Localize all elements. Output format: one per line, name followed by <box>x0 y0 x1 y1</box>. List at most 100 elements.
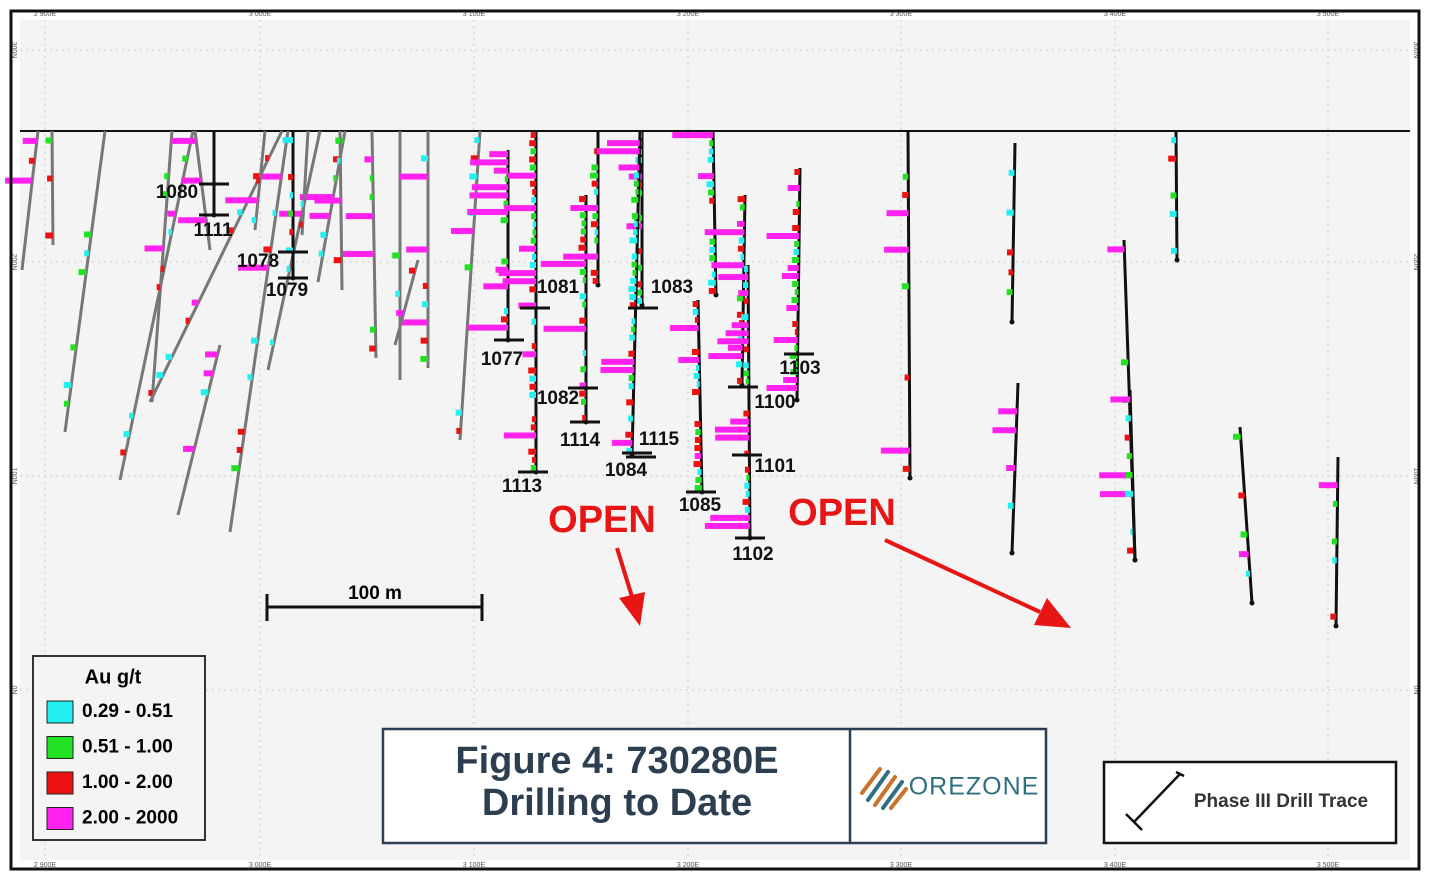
assay-interval <box>1006 209 1014 216</box>
assay-interval <box>792 209 800 215</box>
assay-interval <box>694 421 701 427</box>
assay-interval <box>540 260 586 267</box>
phase3-trace <box>746 264 752 539</box>
assay-interval <box>263 246 271 253</box>
hole-label: 1082 <box>537 388 579 409</box>
assay-interval <box>901 283 909 290</box>
assay-interval <box>1006 249 1014 256</box>
assay-interval <box>501 258 508 265</box>
x-axis-label: 3 100E <box>463 11 486 18</box>
assay-interval <box>28 157 35 164</box>
assay-interval <box>63 381 72 388</box>
assay-interval <box>695 429 701 435</box>
y-axis-label: 0N <box>1412 686 1419 695</box>
y-axis-label: 300N <box>1412 42 1419 59</box>
x-axis-label: 3 300E <box>890 11 913 18</box>
assay-interval <box>543 325 586 332</box>
assay-interval <box>744 482 750 489</box>
legend-label: 0.29 - 0.51 <box>82 701 173 722</box>
assay-interval <box>1126 453 1132 460</box>
assay-interval <box>231 465 240 472</box>
assay-interval <box>500 217 508 224</box>
assay-interval <box>507 172 536 179</box>
assay-interval <box>745 490 750 497</box>
assay-interval <box>691 349 700 355</box>
assay-interval <box>628 350 635 357</box>
assay-interval <box>902 465 910 472</box>
assay-interval <box>64 400 69 407</box>
assay-interval <box>398 319 428 326</box>
assay-interval <box>783 377 798 383</box>
assay-interval <box>629 302 636 309</box>
assay-interval <box>1120 359 1129 366</box>
assay-interval <box>333 257 342 264</box>
assay-interval <box>904 374 910 381</box>
assay-interval <box>1006 289 1013 296</box>
assay-interval <box>1170 192 1177 199</box>
assay-interval <box>594 148 598 155</box>
assay-interval <box>704 229 745 236</box>
assay-interval <box>255 173 282 180</box>
assay-interval <box>265 155 269 162</box>
assay-interval <box>531 343 536 350</box>
assay-interval <box>45 232 53 239</box>
assay-interval <box>694 317 699 323</box>
assay-interval <box>698 173 714 180</box>
assay-interval <box>737 220 745 227</box>
assay-interval <box>237 209 243 216</box>
assay-interval <box>580 228 586 235</box>
assay-interval <box>529 383 536 390</box>
assay-interval <box>707 156 714 163</box>
assay-interval <box>791 297 799 303</box>
assay-interval <box>578 244 586 251</box>
assay-interval <box>580 366 586 373</box>
hole-label: 1079 <box>266 280 308 301</box>
assay-interval <box>579 196 586 203</box>
assay-interval <box>787 185 800 191</box>
assay-interval <box>735 361 743 368</box>
x-axis-label: 2 900E <box>34 862 57 869</box>
assay-interval <box>737 377 743 384</box>
assay-interval <box>395 290 400 297</box>
assay-interval <box>625 431 633 438</box>
assay-interval <box>369 345 376 352</box>
historic-trace <box>50 130 55 246</box>
assay-interval <box>737 196 745 203</box>
assay-interval <box>144 245 164 252</box>
assay-interval <box>529 156 536 163</box>
assay-interval <box>631 196 639 203</box>
assay-interval <box>191 299 199 306</box>
assay-interval <box>580 398 586 405</box>
y-axis-label: 200N <box>10 254 17 271</box>
assay-interval <box>739 204 745 211</box>
assay-interval <box>631 326 636 333</box>
assay-interval <box>1331 538 1337 545</box>
assay-interval <box>708 353 743 360</box>
assay-interval <box>636 297 642 304</box>
trace-end <box>1249 600 1255 606</box>
historic-trace <box>458 130 482 441</box>
assay-interval <box>708 279 716 286</box>
assay-interval <box>1233 433 1241 440</box>
historic-trace <box>118 130 195 481</box>
assay-interval <box>408 267 416 274</box>
assay-interval <box>1168 155 1177 162</box>
assay-interval <box>633 229 638 236</box>
assay-interval <box>696 381 700 387</box>
x-axis-label: 3 300E <box>890 862 913 869</box>
assay-interval <box>225 197 258 204</box>
assay-interval <box>84 250 89 257</box>
assay-interval <box>156 284 161 291</box>
assay-interval <box>596 148 640 155</box>
assay-interval <box>237 428 245 435</box>
assay-interval <box>790 369 798 375</box>
assay-interval <box>631 253 637 260</box>
assay-interval <box>1110 396 1131 403</box>
assay-interval <box>489 151 508 158</box>
x-axis-label: 2 900E <box>34 11 57 18</box>
assay-interval <box>309 212 330 219</box>
assay-interval <box>709 238 716 245</box>
assay-interval <box>794 329 798 335</box>
assay-interval <box>369 175 373 182</box>
